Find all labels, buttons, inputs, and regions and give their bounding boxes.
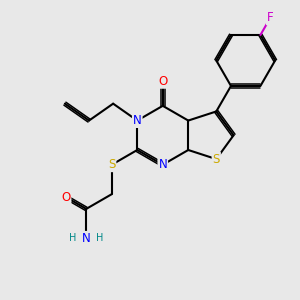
Text: S: S xyxy=(213,153,220,166)
Text: O: O xyxy=(158,75,167,88)
Text: H: H xyxy=(69,233,76,243)
Text: O: O xyxy=(61,190,70,204)
Text: N: N xyxy=(158,158,167,171)
Text: S: S xyxy=(108,158,116,171)
Text: N: N xyxy=(82,232,91,245)
Text: N: N xyxy=(133,114,142,127)
Text: H: H xyxy=(96,233,104,243)
Text: F: F xyxy=(267,11,274,25)
